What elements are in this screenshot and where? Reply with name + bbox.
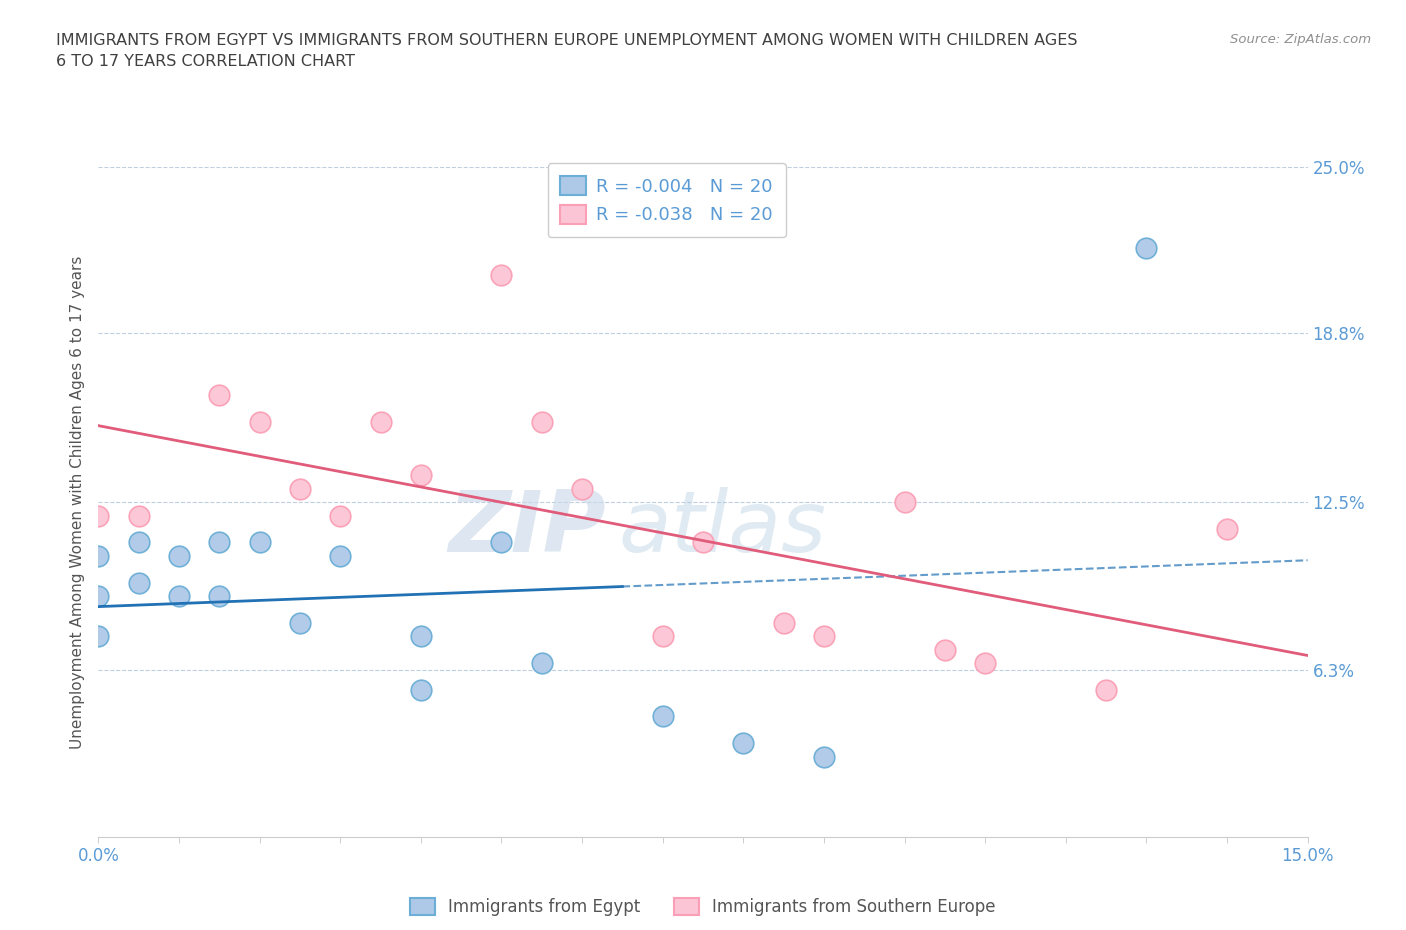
Point [409, 468, 432, 483]
Point [692, 535, 714, 550]
Text: atlas: atlas [619, 487, 827, 570]
Point [409, 683, 432, 698]
Point [893, 495, 915, 510]
Point [288, 616, 311, 631]
Point [288, 482, 311, 497]
Point [167, 549, 190, 564]
Legend: Immigrants from Egypt, Immigrants from Southern Europe: Immigrants from Egypt, Immigrants from S… [404, 891, 1002, 923]
Point [1095, 683, 1118, 698]
Point [733, 736, 755, 751]
Point [934, 642, 956, 657]
Point [87, 549, 110, 564]
Point [1216, 522, 1239, 537]
Point [329, 508, 352, 523]
Point [571, 482, 593, 497]
Point [974, 656, 997, 671]
Point [651, 709, 673, 724]
Point [208, 589, 231, 604]
Text: IMMIGRANTS FROM EGYPT VS IMMIGRANTS FROM SOUTHERN EUROPE UNEMPLOYMENT AMONG WOME: IMMIGRANTS FROM EGYPT VS IMMIGRANTS FROM… [56, 33, 1078, 69]
Point [813, 750, 835, 764]
Point [651, 629, 673, 644]
Y-axis label: Unemployment Among Women with Children Ages 6 to 17 years: Unemployment Among Women with Children A… [69, 256, 84, 749]
Point [128, 508, 150, 523]
Text: ZIP: ZIP [449, 487, 606, 570]
Point [813, 629, 835, 644]
Point [1135, 240, 1157, 255]
Point [772, 616, 794, 631]
Point [128, 575, 150, 590]
Point [208, 535, 231, 550]
Point [249, 535, 271, 550]
Point [530, 656, 553, 671]
Point [530, 415, 553, 430]
Point [409, 629, 432, 644]
Point [370, 415, 392, 430]
Point [87, 629, 110, 644]
Point [329, 549, 352, 564]
Point [87, 589, 110, 604]
Point [249, 415, 271, 430]
Point [491, 535, 513, 550]
Point [87, 508, 110, 523]
Text: Source: ZipAtlas.com: Source: ZipAtlas.com [1230, 33, 1371, 46]
Point [128, 535, 150, 550]
Point [208, 388, 231, 403]
Point [167, 589, 190, 604]
Point [491, 267, 513, 282]
